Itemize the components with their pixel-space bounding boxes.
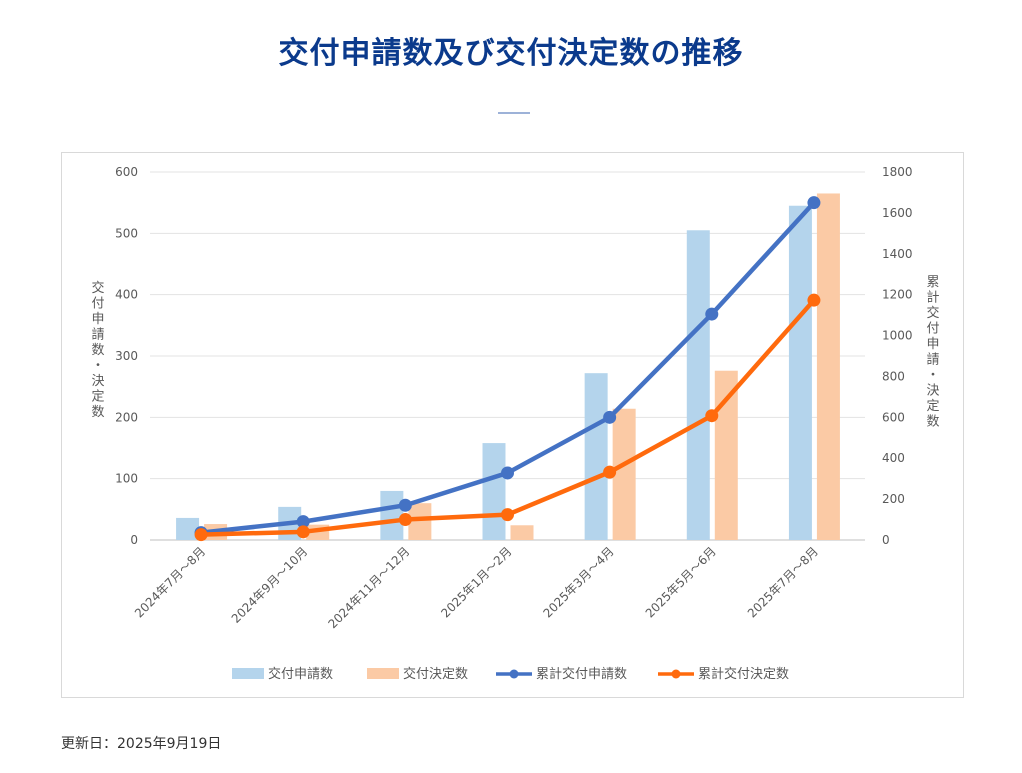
updated-date: 更新日：2025年9月19日 [61, 736, 222, 752]
x-tick-label: 2024年11月～12月 [325, 544, 412, 631]
bar-applications [380, 490, 404, 540]
y-right-axis-title: 累計交付申請・決定数 [926, 275, 939, 430]
point-cumulative-decisions [603, 465, 617, 479]
bar-applications [686, 230, 710, 540]
x-tick-label: 2025年3月～4月 [541, 544, 617, 620]
y-left-axis-title: 交付申請数・決定数 [91, 280, 104, 420]
legend-marker-2 [509, 669, 519, 679]
y-left-tick-label: 0 [130, 533, 138, 547]
legend-marker-3 [671, 669, 681, 679]
bar-applications [788, 205, 812, 540]
y-right-tick-label: 800 [882, 369, 905, 383]
bar-decisions [408, 503, 432, 540]
legend-label-0: 交付申請数 [268, 666, 333, 682]
legend-label-2: 累計交付申請数 [536, 666, 627, 682]
bar-decisions [714, 370, 738, 540]
y-right-tick-label: 1200 [882, 288, 913, 302]
y-right-tick-label: 1400 [882, 247, 913, 261]
bar-applications [584, 373, 608, 540]
point-cumulative-decisions [705, 409, 719, 423]
point-cumulative-applications [603, 410, 617, 424]
y-left-tick-label: 200 [115, 410, 138, 424]
bar-applications [482, 443, 506, 540]
point-cumulative-applications [296, 515, 310, 529]
point-cumulative-applications [807, 196, 821, 210]
bar-decisions [612, 408, 636, 540]
point-cumulative-applications [501, 466, 514, 480]
page-title: 交付申請数及び交付決定数の推移 [278, 36, 744, 71]
title-divider [498, 112, 530, 114]
point-cumulative-decisions [296, 525, 310, 539]
y-right-tick-label: 600 [882, 410, 905, 424]
chart: 0 100 200 300 400 500 600 0 200 400 600 800 1000 1200… [91, 165, 939, 682]
legend-swatch-1 [367, 668, 399, 679]
y-left-tick-label: 400 [115, 288, 138, 302]
y-left-tick-label: 600 [115, 165, 138, 179]
point-cumulative-decisions [398, 513, 412, 527]
x-tick-label: 2024年7月～8月 [132, 544, 208, 620]
point-cumulative-applications [398, 498, 412, 512]
bar-decisions [510, 525, 534, 540]
y-right-tick-label: 1800 [882, 165, 913, 179]
point-cumulative-decisions [807, 293, 821, 307]
y-right-tick-label: 400 [882, 451, 905, 465]
bar-decisions [816, 193, 840, 540]
y-left-tick-label: 300 [115, 349, 138, 363]
y-right-tick-label: 1000 [882, 329, 913, 343]
legend-swatch-0 [232, 668, 264, 679]
point-cumulative-decisions [194, 528, 208, 542]
x-tick-label: 2025年7月～8月 [745, 544, 821, 620]
y-right-tick-label: 0 [882, 533, 890, 547]
y-right-tick-label: 200 [882, 492, 905, 506]
chart-frame: 0 100 200 300 400 500 600 0 200 400 600 800 1000 1200… [61, 152, 964, 698]
bar-applications [176, 517, 200, 540]
y-right-tick-label: 1600 [882, 206, 913, 220]
y-left-tick-label: 100 [115, 472, 138, 486]
x-tick-label: 2025年1月～2月 [438, 544, 514, 620]
point-cumulative-decisions [501, 508, 514, 522]
legend-label-1: 交付決定数 [403, 666, 468, 682]
x-tick-label: 2025年5月～6月 [643, 544, 719, 620]
x-tick-label: 2024年9月～10月 [229, 544, 311, 626]
point-cumulative-applications [705, 307, 719, 321]
y-left-tick-label: 500 [115, 226, 138, 240]
legend-label-3: 累計交付決定数 [698, 666, 789, 682]
